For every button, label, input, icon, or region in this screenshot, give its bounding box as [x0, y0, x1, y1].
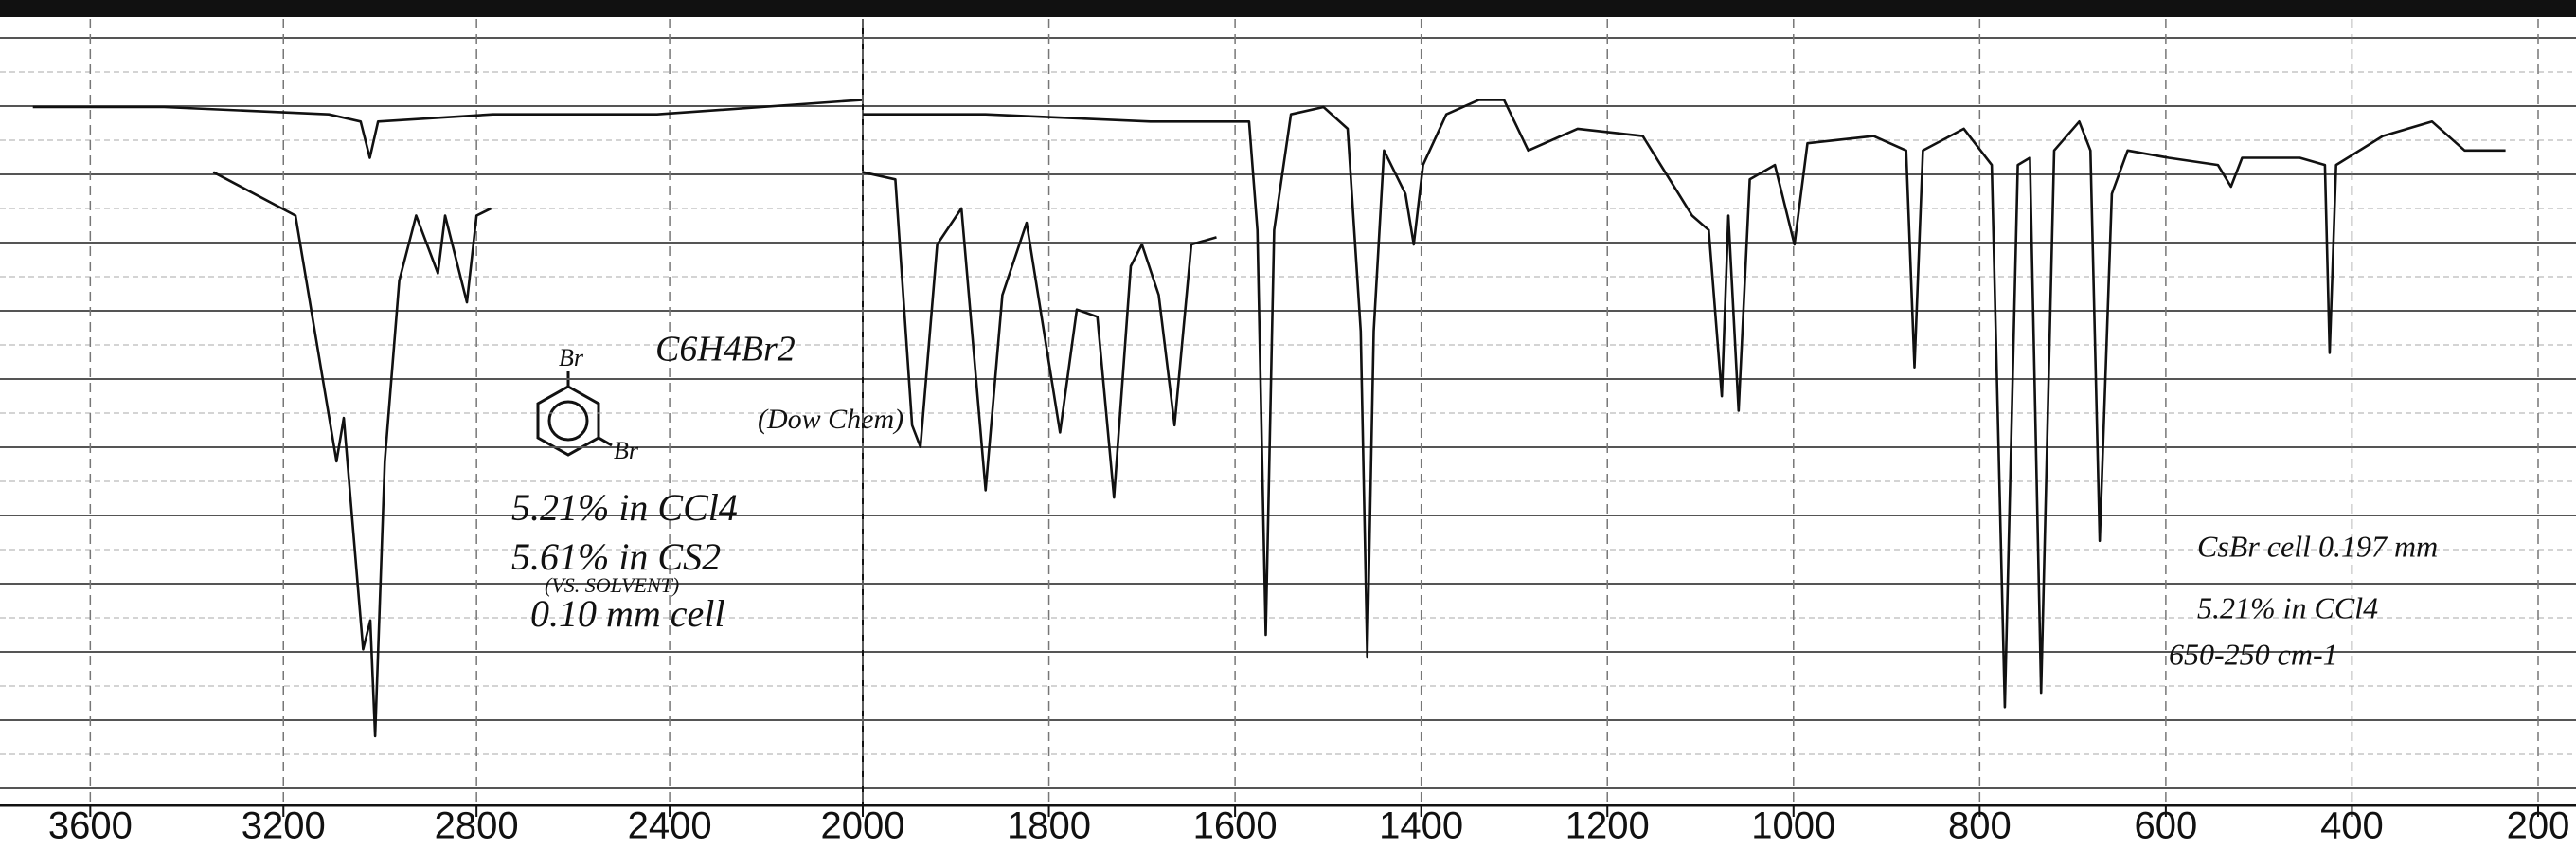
- x-tick-label: 3200: [242, 805, 326, 847]
- annotation: 650-250 cm-1: [2169, 637, 2338, 671]
- x-tick-label: 2400: [628, 805, 712, 847]
- annotation: 5.21% in CCl4: [511, 486, 738, 529]
- x-tick-label: 800: [1948, 805, 2012, 847]
- spectrum-trace: [212, 171, 492, 738]
- structure-label: Br: [614, 437, 639, 464]
- x-tick-label: 3600: [48, 805, 133, 847]
- annotation: 0.10 mm cell: [530, 592, 725, 635]
- x-tick-label: 1200: [1565, 805, 1650, 847]
- annotation: 5.21% in CCl4: [2197, 590, 2378, 624]
- annotation: (Dow Chem): [758, 404, 903, 435]
- x-tick-label: 2800: [435, 805, 519, 847]
- structure: [536, 371, 613, 457]
- x-tick-label: 1000: [1751, 805, 1835, 847]
- x-tick-label: 2000: [821, 805, 905, 847]
- annotation: C6H4Br2: [655, 330, 796, 370]
- x-tick-label: 1600: [1193, 805, 1278, 847]
- header-strip: [0, 0, 2576, 17]
- x-tick-label: 600: [2135, 805, 2198, 847]
- structure-label: Br: [559, 344, 584, 371]
- annotation: CsBr cell 0.197 mm: [2197, 529, 2438, 563]
- spectrum-trace: [862, 171, 1217, 499]
- annotation: 5.61% in CS2: [511, 535, 721, 578]
- spectrum-trace: [863, 99, 2506, 709]
- x-tick-label: 1800: [1007, 805, 1091, 847]
- spectrum-trace: [32, 99, 864, 159]
- x-tick-label: 1400: [1379, 805, 1463, 847]
- x-tick-label: 400: [2320, 805, 2384, 847]
- annotation: (VS. SOLVENT): [545, 573, 679, 597]
- x-tick-label: 200: [2507, 805, 2570, 847]
